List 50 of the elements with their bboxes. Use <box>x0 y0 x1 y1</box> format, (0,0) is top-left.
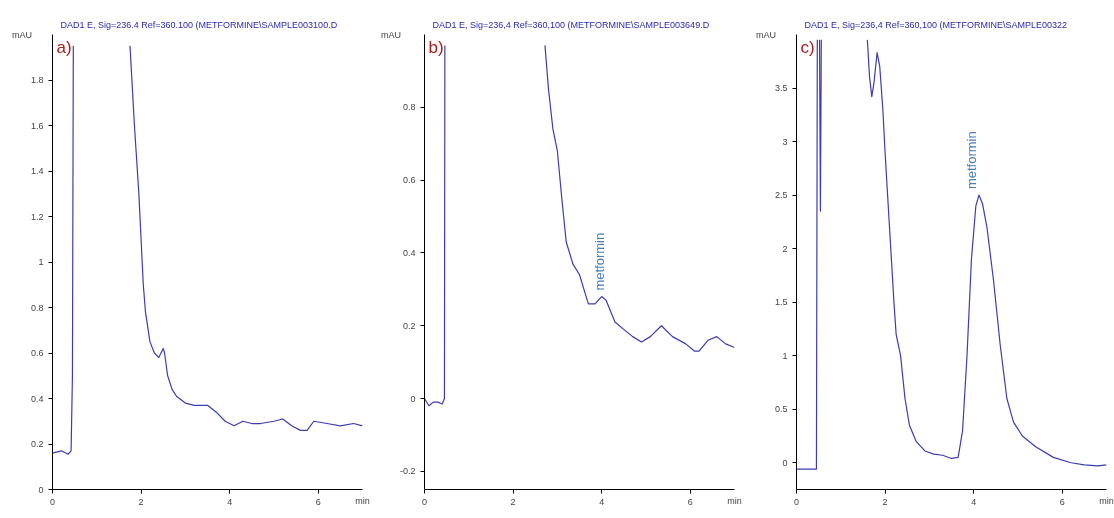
x-tick-label: 4 <box>227 496 233 507</box>
chart-title: DAD1 E, Sig=236,4 Ref=360,100 (METFORMINE\SAMPLE003649.D <box>432 19 710 30</box>
y-axis-title: mAU <box>380 29 401 40</box>
y-tick-label: 0.5 <box>774 404 788 415</box>
y-tick-label: 3.5 <box>774 83 788 94</box>
y-tick-label: 0 <box>410 393 416 404</box>
y-tick-label: 1.4 <box>30 166 44 176</box>
x-tick-label: 0 <box>50 496 56 507</box>
annotation: metformin <box>592 232 608 291</box>
annotation: a) <box>56 37 72 57</box>
y-tick-label: 3 <box>782 136 788 147</box>
x-tick-label: 6 <box>315 496 321 507</box>
y-tick-label: 0 <box>782 457 788 468</box>
y-tick-label: 1.5 <box>774 297 788 308</box>
y-tick-label: 2 <box>782 243 788 254</box>
y-axis-title: mAU <box>11 29 32 40</box>
y-tick-label: 0.8 <box>402 102 416 113</box>
x-tick-label: 2 <box>510 496 516 507</box>
x-axis-title: min <box>727 495 742 506</box>
y-tick-label: 0.8 <box>30 302 44 313</box>
annotation: metformin <box>964 131 980 190</box>
y-tick-label: 1.6 <box>30 120 44 131</box>
y-tick-label: 0.6 <box>30 348 44 358</box>
chart-title: DAD1 E, Sig=236.4 Ref=360.100 (METFORMINE\SAMPLE003100.D <box>60 19 338 30</box>
y-tick-label: 0.2 <box>30 439 44 449</box>
x-axis-title: min <box>355 495 370 506</box>
y-axis-title: mAU <box>755 29 776 40</box>
x-tick-label: 2 <box>138 496 144 507</box>
x-tick-label: 0 <box>794 496 800 507</box>
y-tick-label: 1 <box>38 257 44 267</box>
y-tick-label: 2.5 <box>774 190 788 201</box>
x-tick-label: 4 <box>599 496 605 507</box>
y-tick-label: 1 <box>782 350 788 361</box>
y-tick-label: 0.6 <box>402 175 416 186</box>
annotation: c) <box>800 37 815 57</box>
y-tick-label: 1.8 <box>30 75 44 85</box>
y-tick-label: -0.2 <box>399 466 416 477</box>
x-tick-label: 4 <box>971 496 977 507</box>
y-tick-label: 1.2 <box>30 211 44 222</box>
chart-title: DAD1 E, Sig=236,4 Ref=360,100 (METFORMINE\SAMPLE00322 <box>804 19 1068 30</box>
x-tick-label: 2 <box>882 496 888 507</box>
x-tick-label: 6 <box>687 496 693 507</box>
x-tick-label: 6 <box>1059 496 1065 507</box>
y-tick-label: 0 <box>38 484 44 495</box>
y-tick-label: 0.4 <box>30 393 44 404</box>
y-tick-label: 0.4 <box>402 247 416 258</box>
x-tick-label: 0 <box>422 496 428 507</box>
x-axis-title: min <box>1099 495 1114 506</box>
annotation: b) <box>428 37 444 57</box>
y-tick-label: 0.2 <box>402 320 416 331</box>
